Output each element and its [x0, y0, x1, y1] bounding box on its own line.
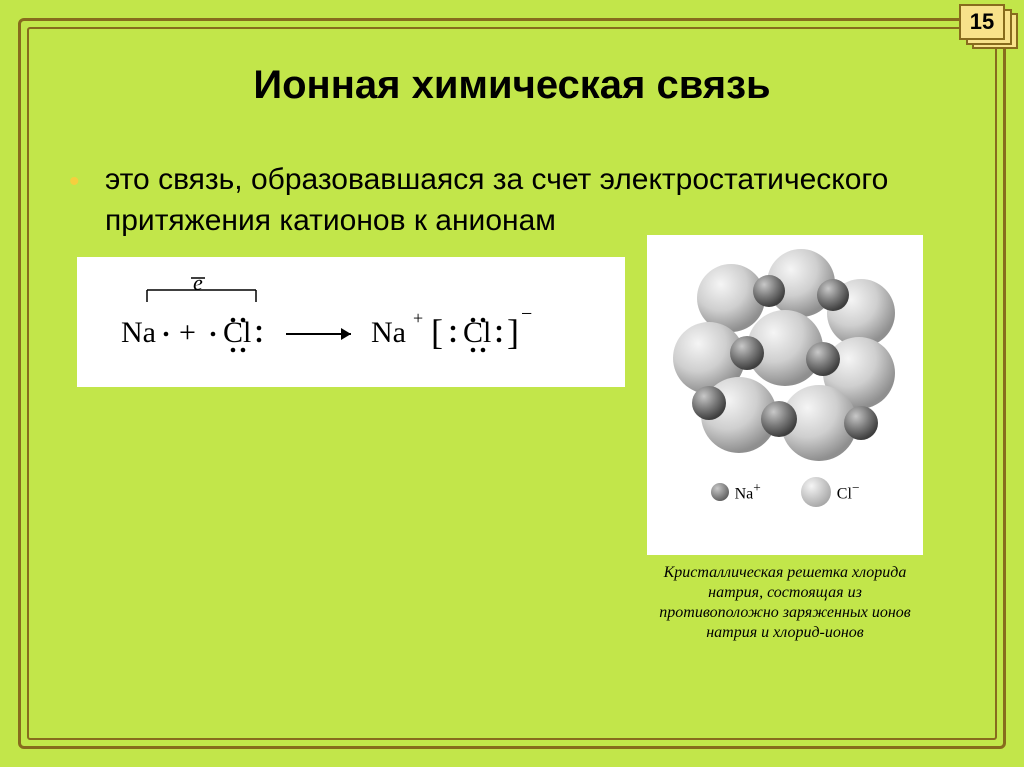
cl-ion-legend: Cl− [801, 477, 860, 507]
crystal-image: Na+ Cl− [647, 235, 923, 555]
na-product: Na [371, 316, 406, 349]
na-ion-label: Na [735, 486, 754, 503]
cl-sphere-icon [801, 477, 831, 507]
na-ion-sup: + [753, 480, 761, 495]
equation-svg: e Na + Cl [101, 272, 601, 372]
cl-ion-label: Cl [837, 486, 852, 503]
svg-text:]: ] [507, 312, 519, 352]
ion-legend: Na+ Cl− [711, 477, 860, 507]
cl-charge: − [521, 303, 532, 325]
e-label: e [193, 272, 203, 295]
cl-product: Cl [463, 316, 491, 349]
crystal-lattice-svg [661, 243, 909, 473]
na-sphere-icon [711, 483, 729, 501]
plus-sign: + [179, 316, 196, 349]
na-charge: + [413, 308, 423, 328]
cl-ion-sup: − [852, 480, 860, 495]
outer-frame: 15 Ионная химическая связь • это связь, … [18, 18, 1006, 749]
na-text: Na [121, 316, 156, 349]
slide: 15 Ионная химическая связь • это связь, … [0, 0, 1024, 767]
na-ion-legend: Na+ [711, 477, 761, 507]
crystal-panel: Na+ Cl− Кристаллическая решетка хлорида … [647, 235, 923, 643]
svg-text:[: [ [431, 312, 443, 352]
page-number: 15 [959, 4, 1005, 40]
cl-text: Cl [223, 316, 251, 349]
crystal-caption: Кристаллическая решетка хлорида натрия, … [647, 563, 923, 643]
equation-panel: e Na + Cl [77, 257, 625, 387]
